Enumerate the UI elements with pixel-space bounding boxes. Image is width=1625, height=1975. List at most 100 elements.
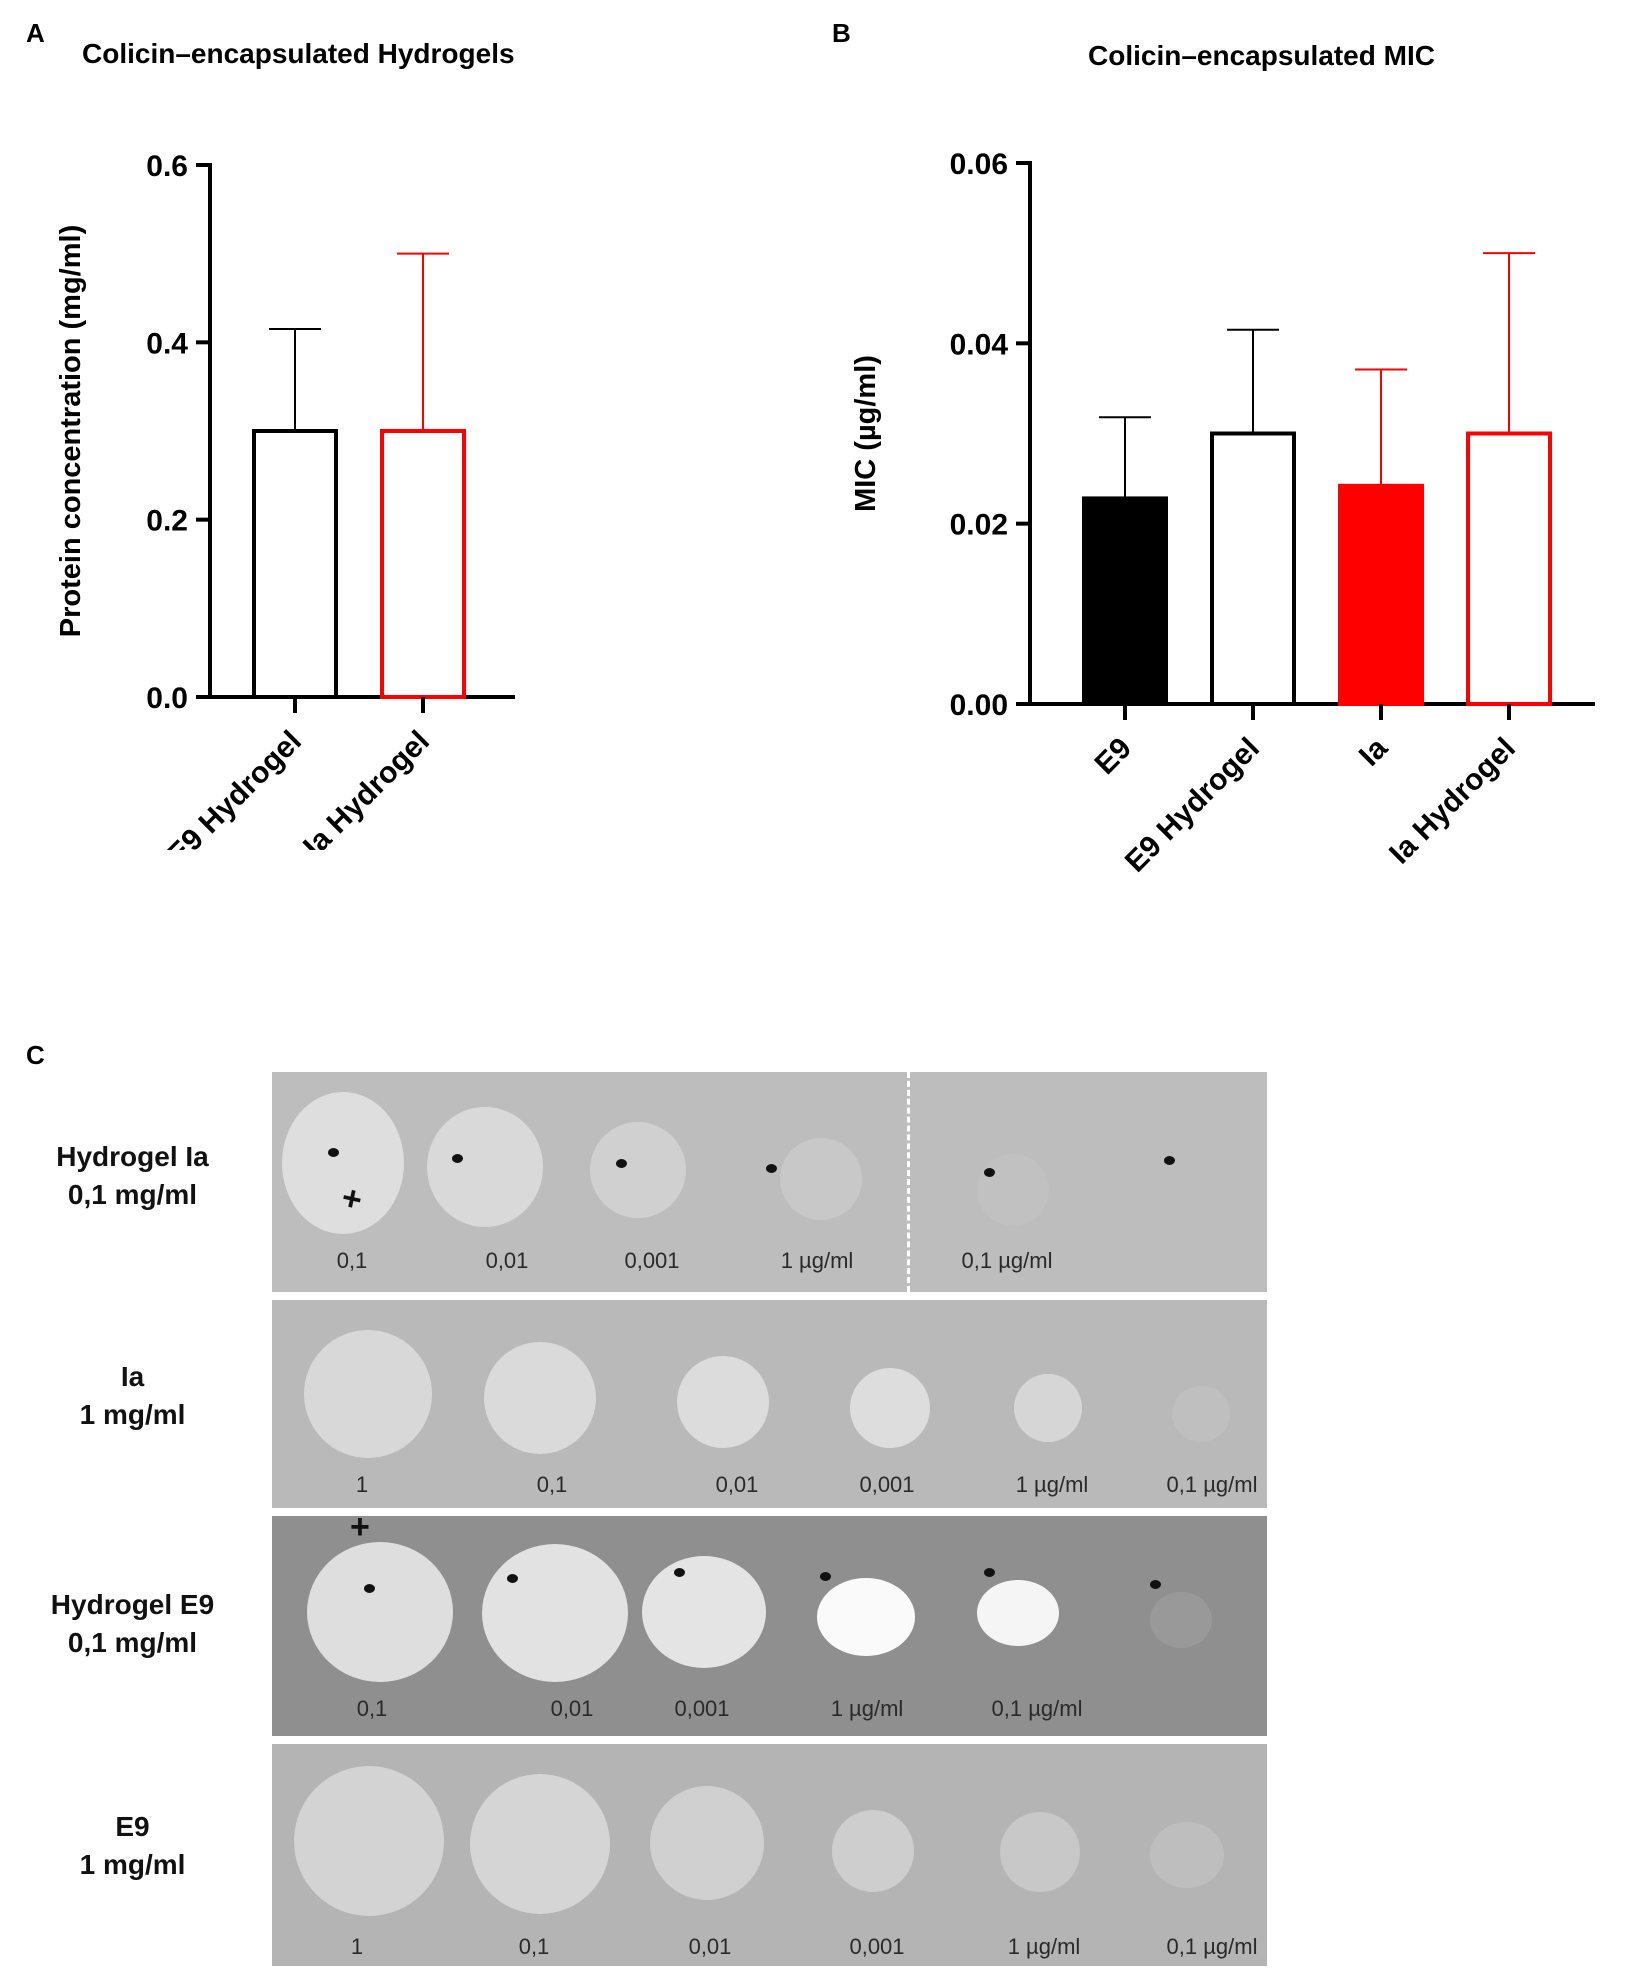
dilution-label: 0,01 xyxy=(550,1696,594,1721)
y-tick-label: 0.4 xyxy=(146,327,188,360)
y-tick-label: 0.2 xyxy=(146,505,188,538)
bar xyxy=(1082,496,1168,707)
panel-c-letter: C xyxy=(26,1040,45,1070)
marker-dot xyxy=(507,1574,518,1583)
dilution-label: 1 µg/ml xyxy=(830,1696,904,1721)
dilution-label: 1 µg/ml xyxy=(1015,1472,1089,1497)
dilution-label: 1 xyxy=(350,1934,364,1959)
dilution-label: 0,001 xyxy=(849,1934,905,1959)
marker-dot xyxy=(984,1168,995,1177)
dilution-label: 0,001 xyxy=(859,1472,915,1497)
inhibition-zone xyxy=(817,1578,915,1656)
bar xyxy=(252,429,338,699)
y-axis-label: Protein concentration (mg/ml) xyxy=(55,225,87,637)
panel-b-letter: B xyxy=(832,18,851,48)
inhibition-zone xyxy=(470,1774,610,1914)
marker-dot xyxy=(766,1164,777,1173)
plate-row-hydrogel-e9: Hydrogel E9 0,1 mg/ml + 0,1 0,01 0,001 1… xyxy=(0,1516,1625,1738)
dilution-label: 0,1 µg/ml xyxy=(961,1248,1053,1273)
inhibition-zone xyxy=(642,1556,766,1668)
chart-b-title: Colicin–encapsulated MIC xyxy=(1088,40,1435,71)
agar-plate: 1 0,1 0,01 0,001 1 µg/ml 0,1 µg/ml xyxy=(272,1300,1267,1508)
inhibition-zone xyxy=(427,1107,543,1227)
dilution-label: 0,1 xyxy=(536,1472,568,1497)
chart-a: 0.0 0.2 0.4 0.6 Protein concentration (mg/ml… xyxy=(55,150,515,850)
bar xyxy=(1210,431,1296,706)
marker-dot xyxy=(1164,1156,1175,1165)
dashed-divider xyxy=(907,1072,910,1292)
dilution-label: 0,001 xyxy=(674,1696,730,1721)
agar-plate: + 0,1 0,01 0,001 1 µg/ml 0,1 µg/ml xyxy=(272,1516,1267,1736)
plate-row-label: E9 1 mg/ml xyxy=(0,1808,265,1884)
y-tick-label: 0.6 xyxy=(146,150,188,183)
inhibition-zone xyxy=(832,1810,914,1892)
marker-dot xyxy=(674,1568,685,1577)
dilution-label: 1 xyxy=(355,1472,369,1497)
marker-dot xyxy=(1150,1580,1161,1589)
x-tick-label: Ia Hydrogel xyxy=(1383,732,1522,871)
bar xyxy=(1466,431,1552,706)
inhibition-zone xyxy=(1000,1812,1080,1892)
dilution-label: 0,1 xyxy=(336,1248,368,1273)
inhibition-zone xyxy=(590,1122,686,1218)
chart-a-title: Colicin–encapsulated Hydrogels xyxy=(82,38,515,69)
plate-row-e9: E9 1 mg/ml 1 0,1 0,01 0,001 1 µg/ml 0,1 … xyxy=(0,1744,1625,1966)
y-axis-label: MIC (µg/ml) xyxy=(850,355,882,512)
plate-label-line2: 0,1 mg/ml xyxy=(67,1179,198,1210)
plate-row-ia: Ia 1 mg/ml 1 0,1 0,01 0,001 1 µg/ml 0,1 … xyxy=(0,1300,1625,1510)
plate-label-line2: 0,1 mg/ml xyxy=(67,1627,198,1658)
x-tick-label: Ia Hydrogel xyxy=(297,725,436,850)
inhibition-zone xyxy=(1172,1386,1230,1442)
agar-plate: 1 0,1 0,01 0,001 1 µg/ml 0,1 µg/ml xyxy=(272,1744,1267,1966)
dilution-label: 0,01 xyxy=(688,1934,732,1959)
y-tick-label: 0.0 xyxy=(146,682,188,715)
plate-label-line2: 1 mg/ml xyxy=(79,1849,186,1880)
inhibition-zone xyxy=(850,1368,930,1448)
dilution-label: 0,1 xyxy=(518,1934,550,1959)
x-tick-label: E9 Hydrogel xyxy=(1119,732,1266,879)
marker-dot xyxy=(984,1568,995,1577)
y-tick-label: 0.04 xyxy=(950,328,1009,361)
y-tick-label: 0.06 xyxy=(950,148,1008,181)
dilution-label: 0,01 xyxy=(715,1472,759,1497)
dilution-label: 0,1 µg/ml xyxy=(1166,1472,1258,1497)
inhibition-zone xyxy=(650,1786,764,1900)
x-tick-label: E9 xyxy=(1089,732,1138,781)
inhibition-zone xyxy=(977,1580,1059,1646)
inhibition-zone xyxy=(780,1138,862,1220)
inhibition-zone xyxy=(1014,1374,1082,1442)
panel-a-letter: A xyxy=(26,18,45,48)
agar-plate: + 0,1 0,01 0,001 1 µg/ml 0,1 µg/ml xyxy=(272,1072,1267,1292)
y-tick-label: 0.02 xyxy=(950,509,1008,542)
plus-mark: + xyxy=(350,1516,370,1546)
marker-dot xyxy=(820,1572,831,1581)
dilution-label: 0,1 µg/ml xyxy=(991,1696,1083,1721)
inhibition-zone xyxy=(307,1542,453,1682)
inhibition-zone xyxy=(304,1330,432,1458)
bar xyxy=(380,429,466,699)
inhibition-zone xyxy=(282,1092,404,1234)
dilution-label: 0,01 xyxy=(485,1248,529,1273)
dilution-label: 0,001 xyxy=(624,1248,680,1273)
y-tick-label: 0.00 xyxy=(950,689,1008,722)
x-tick-label: Ia xyxy=(1353,731,1394,772)
dilution-label: 0,1 µg/ml xyxy=(1166,1934,1258,1959)
inhibition-zone xyxy=(977,1154,1049,1226)
plate-label-line1: E9 xyxy=(115,1811,150,1842)
plate-label-line1: Hydrogel E9 xyxy=(50,1589,215,1620)
marker-dot xyxy=(616,1159,627,1168)
plate-label-line1: Ia xyxy=(120,1361,145,1392)
inhibition-zone xyxy=(484,1342,596,1454)
plate-row-label: Hydrogel Ia 0,1 mg/ml xyxy=(0,1138,265,1214)
marker-dot xyxy=(364,1584,375,1593)
inhibition-zone xyxy=(1150,1822,1224,1888)
inhibition-zone xyxy=(677,1356,769,1448)
dilution-label: 0,1 xyxy=(356,1696,388,1721)
x-tick-label: E9 Hydrogel xyxy=(161,725,308,850)
dilution-label: 1 µg/ml xyxy=(1007,1934,1081,1959)
inhibition-zone xyxy=(1150,1592,1212,1648)
plate-row-label: Ia 1 mg/ml xyxy=(0,1358,265,1434)
dilution-label: 1 µg/ml xyxy=(780,1248,854,1273)
plate-label-line2: 1 mg/ml xyxy=(79,1399,186,1430)
